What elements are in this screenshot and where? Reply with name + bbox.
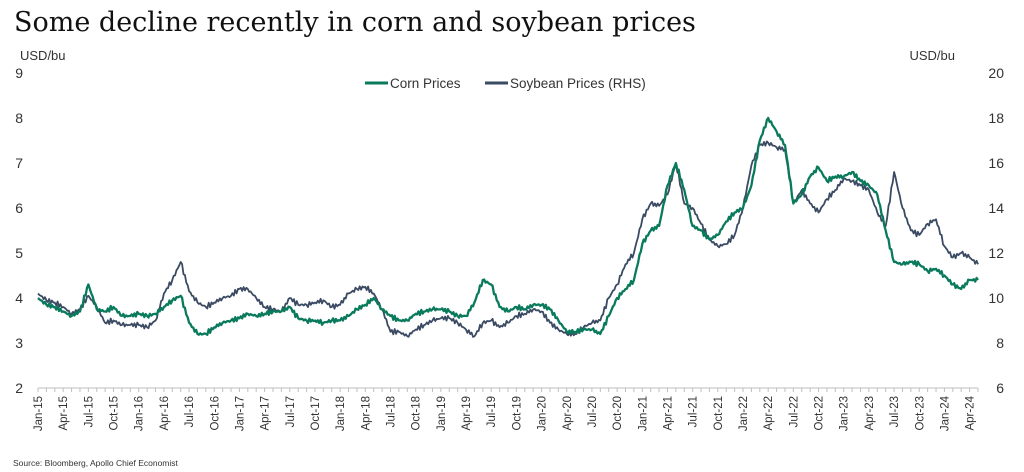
x-tick-label: Apr-15 (58, 396, 70, 431)
legend: Corn Prices Soybean Prices (RHS) (365, 76, 646, 91)
x-tick-label: Jan-16 (134, 396, 146, 431)
x-tick-label: Apr-16 (159, 396, 171, 431)
right-y-tick-label: 16 (988, 155, 1004, 171)
legend-label-corn: Corn Prices (390, 76, 461, 91)
left-y-tick-label: 8 (15, 110, 23, 126)
x-tick-label: Jul-23 (889, 396, 901, 427)
x-tick-label: Jul-22 (788, 396, 800, 427)
left-y-tick-label: 3 (15, 335, 23, 351)
x-tick-label: Oct-21 (713, 396, 725, 431)
source-note: Source: Bloomberg, Apollo Chief Economis… (13, 458, 179, 468)
right-y-tick-label: 20 (988, 65, 1004, 81)
left-y-tick-label: 7 (15, 155, 23, 171)
left-y-tick-label: 5 (15, 245, 23, 261)
x-tick-label: Jul-19 (486, 396, 498, 427)
x-tick-label: Oct-22 (814, 396, 826, 431)
x-tick-label: Oct-23 (914, 396, 926, 431)
left-y-axis: 2 3 4 5 6 7 8 9 (15, 65, 23, 396)
x-tick-label: Jan-18 (335, 396, 347, 431)
x-tick-label: Jan-23 (839, 396, 851, 431)
x-tick-label: Jan-24 (939, 395, 951, 431)
x-tick-label: Jan-22 (738, 396, 750, 431)
x-tick-label: Apr-23 (864, 396, 876, 431)
x-tick-label: Jul-15 (83, 396, 95, 427)
x-tick-label: Jul-16 (184, 396, 196, 427)
x-tick-label: Oct-16 (209, 396, 221, 431)
series-line-corn (37, 116, 979, 336)
left-y-tick-label: 6 (15, 200, 23, 216)
right-y-tick-label: 12 (988, 245, 1004, 261)
right-y-axis: 6 8 10 12 14 16 18 20 (988, 65, 1004, 396)
left-y-tick-label: 2 (15, 380, 23, 396)
right-y-tick-label: 8 (996, 335, 1004, 351)
plot-area (37, 116, 979, 338)
x-tick-label: Jan-21 (637, 396, 649, 431)
x-tick-label: Jan-17 (234, 396, 246, 431)
right-y-tick-label: 14 (988, 200, 1004, 216)
x-tick-label: Oct-15 (109, 396, 121, 431)
x-axis: Jan-15 Apr-15 Jul-15 Oct-15 Jan-16 Apr-16 Jul-… (33, 388, 979, 431)
x-tick-label: Jul-21 (688, 396, 700, 427)
x-tick-label: Jan-15 (33, 396, 45, 431)
left-y-tick-label: 9 (15, 65, 23, 81)
right-axis-unit: USD/bu (909, 48, 955, 63)
x-tick-label: Apr-21 (662, 396, 674, 431)
x-tick-label: Apr-17 (260, 396, 272, 431)
x-tick-label: Apr-20 (562, 396, 574, 431)
x-tick-label: Oct-19 (511, 396, 523, 431)
left-axis-unit: USD/bu (20, 48, 66, 63)
left-y-tick-label: 4 (15, 290, 23, 306)
x-tick-label: Jul-17 (285, 396, 297, 427)
x-tick-label: Oct-17 (310, 396, 322, 431)
x-tick-label: Oct-18 (411, 396, 423, 431)
x-tick-label: Oct-20 (612, 396, 624, 431)
chart-title: Some decline recently in corn and soybea… (14, 7, 696, 38)
x-tick-label: Apr-19 (461, 396, 473, 431)
series-line-soybean (37, 140, 979, 338)
x-tick-label: Apr-22 (763, 396, 775, 431)
x-tick-label: Jan-20 (537, 396, 549, 431)
right-y-tick-label: 6 (996, 380, 1004, 396)
right-y-tick-label: 10 (988, 290, 1004, 306)
x-tick-label: Apr-18 (360, 396, 372, 431)
x-tick-label: Jul-18 (386, 396, 398, 427)
right-y-tick-label: 18 (988, 110, 1004, 126)
x-tick-label: Jan-19 (436, 396, 448, 431)
x-tick-label: Jul-20 (587, 396, 599, 427)
x-tick-label: Apr-24 (965, 395, 977, 430)
legend-label-soybean: Soybean Prices (RHS) (510, 76, 646, 91)
